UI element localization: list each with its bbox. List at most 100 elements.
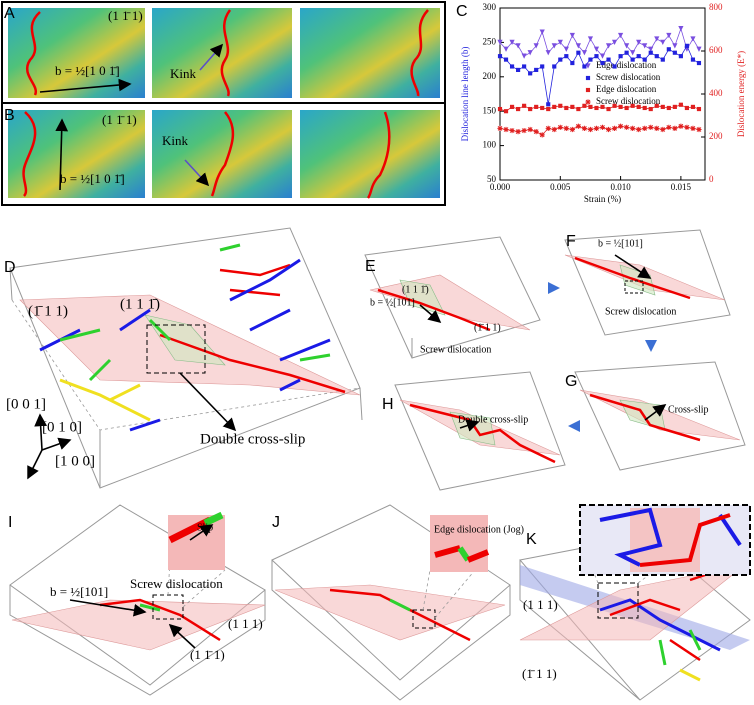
y2-axis-title: Dislocation energy (E*) xyxy=(736,51,746,137)
plane-label: (1 1̄ 1) xyxy=(102,112,137,127)
data-point xyxy=(539,29,545,35)
annotation: Double cross-slip xyxy=(200,431,305,447)
data-point xyxy=(672,104,677,109)
data-point xyxy=(551,126,557,133)
data-point xyxy=(648,46,654,52)
annotation: Slip xyxy=(197,522,213,533)
data-point xyxy=(617,123,624,129)
data-point xyxy=(672,125,678,131)
x-tick-label: 0.005 xyxy=(550,182,571,192)
y2-tick-label: 800 xyxy=(709,2,723,12)
data-point xyxy=(587,36,594,42)
data-point xyxy=(630,50,636,56)
data-point xyxy=(522,103,527,108)
annotation: Screw dislocation xyxy=(420,344,491,355)
x-axis-title: Strain (%) xyxy=(584,194,621,204)
data-point xyxy=(654,103,659,108)
data-point xyxy=(509,64,515,69)
plane-label: (1 1 1̄) xyxy=(402,284,429,295)
series-line xyxy=(499,104,700,112)
data-point xyxy=(660,57,665,62)
data-point xyxy=(696,46,702,52)
data-point xyxy=(503,57,509,62)
burgers-label: b = ½[101] xyxy=(50,584,108,599)
data-point xyxy=(642,57,647,62)
panel-label: C xyxy=(456,3,468,20)
data-point xyxy=(545,50,551,56)
plane-label: (1 1 1) xyxy=(523,597,558,612)
panel-label: F xyxy=(566,233,576,250)
data-point xyxy=(497,39,503,45)
data-point xyxy=(642,105,647,111)
data-point xyxy=(533,43,539,49)
data-point xyxy=(618,104,623,109)
y2-tick-label: 600 xyxy=(709,45,723,55)
panel-d-drawing xyxy=(9,227,363,489)
data-point xyxy=(521,53,527,59)
panel-label: A xyxy=(4,5,15,22)
data-point xyxy=(522,64,527,69)
data-point xyxy=(570,60,575,66)
legend-label: Edge dislocation xyxy=(596,84,657,94)
data-point xyxy=(581,50,588,56)
data-point xyxy=(557,124,563,130)
data-point xyxy=(630,125,636,131)
data-point xyxy=(516,106,521,112)
data-point xyxy=(575,43,581,49)
data-point xyxy=(564,105,569,111)
data-point xyxy=(624,50,629,55)
burgers-label: b = ½[101] xyxy=(598,238,643,249)
data-point xyxy=(558,57,563,62)
data-point xyxy=(582,64,587,69)
data-point xyxy=(606,106,611,112)
data-point xyxy=(678,26,684,32)
burgers-label: b = ½[1 0 1̄] xyxy=(60,171,125,186)
data-point xyxy=(552,104,557,109)
data-point xyxy=(636,104,641,109)
data-point xyxy=(672,50,677,55)
data-point xyxy=(642,125,648,131)
data-point xyxy=(666,32,672,39)
data-point xyxy=(576,106,581,112)
data-point xyxy=(678,102,683,107)
panel-i-drawing xyxy=(9,504,266,696)
data-point xyxy=(678,123,684,129)
data-point xyxy=(666,47,671,52)
legend-marker xyxy=(585,75,591,81)
x-tick-label: 0.015 xyxy=(671,182,692,192)
data-point xyxy=(696,60,702,66)
data-point xyxy=(569,32,575,39)
data-point xyxy=(624,43,630,49)
plane-label: (1̄ 1 1) xyxy=(474,322,501,333)
data-point xyxy=(666,105,671,111)
data-point xyxy=(690,36,696,42)
panel-label: B xyxy=(4,107,15,124)
panel-label: I xyxy=(8,514,12,531)
legend-label: Screw dislocation xyxy=(596,72,661,82)
data-point xyxy=(515,129,521,135)
data-point xyxy=(666,124,672,130)
plane-label: (1̄ 1 1) xyxy=(522,666,557,681)
data-point xyxy=(581,125,588,131)
data-point xyxy=(516,67,521,72)
series-line xyxy=(499,27,700,57)
annotation: Cross-slip xyxy=(668,404,709,415)
annotation: Screw dislocation xyxy=(130,576,223,591)
data-point xyxy=(618,54,623,59)
y-tick-label: 100 xyxy=(483,140,497,150)
data-point xyxy=(684,105,689,111)
data-point xyxy=(587,126,594,133)
data-point xyxy=(563,46,569,52)
data-point xyxy=(612,103,617,108)
data-point xyxy=(497,54,503,59)
data-point xyxy=(654,125,660,131)
panel-k-drawing xyxy=(519,504,751,701)
y-axis-title: Dislocation line length (b) xyxy=(460,47,470,142)
plane-label: (1 1̄ 1) xyxy=(190,647,225,662)
data-point xyxy=(564,54,569,59)
annotation: Screw dislocation xyxy=(605,306,676,317)
series-line xyxy=(499,125,700,136)
plane-label: (1̄ 1 1) xyxy=(28,303,68,319)
plane-label: (1 1 1̄) xyxy=(120,296,160,312)
